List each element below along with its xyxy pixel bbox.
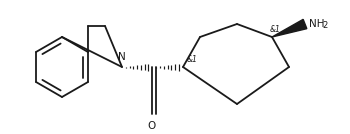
Text: &1: &1 (187, 55, 198, 64)
Text: O: O (148, 121, 156, 131)
Polygon shape (272, 19, 307, 37)
Text: 2: 2 (322, 21, 327, 31)
Text: &1: &1 (270, 25, 281, 34)
Text: NH: NH (309, 19, 324, 29)
Text: N: N (118, 52, 126, 62)
